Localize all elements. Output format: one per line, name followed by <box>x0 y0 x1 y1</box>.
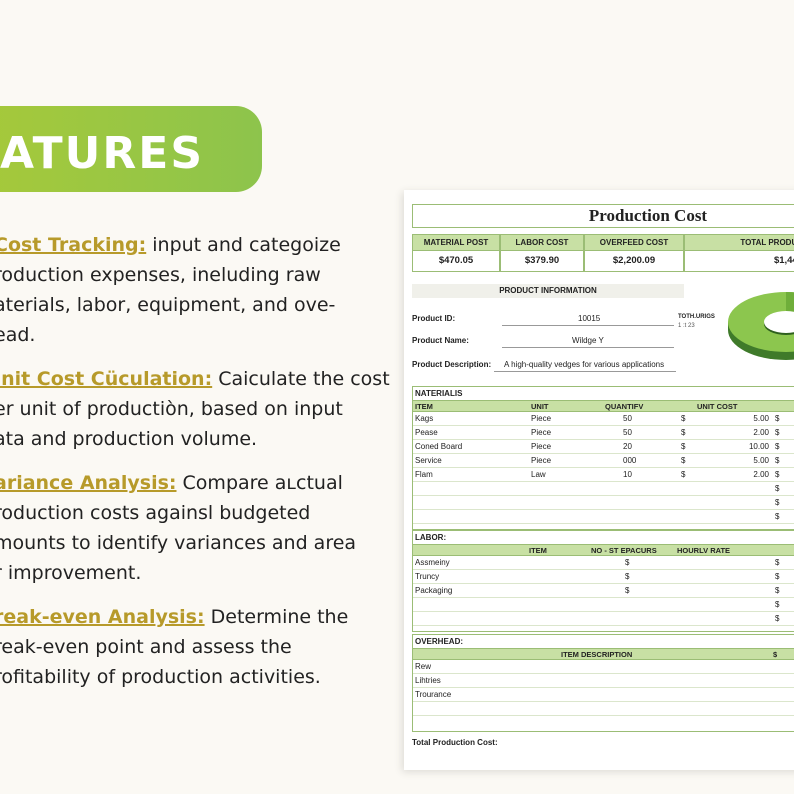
material-row[interactable]: Service Piece 000 $5.00 $ <box>413 454 794 468</box>
material-cur2: $ <box>775 414 780 423</box>
product-info-title: PRODUCT INFORMATION <box>412 284 684 298</box>
overhead-item: Rew <box>415 662 432 671</box>
material-item: Kags <box>415 414 434 423</box>
overhead-header: ITEM DESCRIPTION $ <box>413 648 794 660</box>
material-unit: Piece <box>531 414 552 423</box>
material-cost: 10.00 <box>748 442 769 451</box>
material-unit: Law <box>531 470 546 479</box>
material-cur: $ <box>681 414 686 423</box>
material-qty: 10 <box>623 470 632 479</box>
labor-section: LABOR: ITEM NO - ST EPACURS HOURLV RATE … <box>412 530 794 632</box>
material-qty: 50 <box>623 414 632 423</box>
labor-row[interactable]: Assmeiny $ $ <box>413 556 794 570</box>
material-unit: Piece <box>531 456 552 465</box>
labor-item: Truncy <box>415 572 440 581</box>
material-item: Flam <box>415 470 433 479</box>
material-row[interactable]: Flam Law 10 $2.00 $ <box>413 468 794 482</box>
overhead-row[interactable]: Lihtries <box>413 674 794 688</box>
overhead-row[interactable]: Trourance <box>413 688 794 702</box>
overhead-empty-row <box>413 702 794 716</box>
labor-row[interactable]: Packaging $ $ <box>413 584 794 598</box>
product-desc-field[interactable]: A high-quality vedges for various applic… <box>504 360 665 369</box>
material-empty-row: $ <box>413 482 794 496</box>
feature-break-even: reak-even Analysis: Determine the reak-e… <box>0 606 349 688</box>
feature-variance-analysis: ariance Analysis: Compare aʟctual roduct… <box>0 472 357 584</box>
summary-overhead: OVERFEED COST $2,200.09 <box>584 234 684 272</box>
material-empty-row: $ <box>413 510 794 524</box>
material-cur: $ <box>681 470 686 479</box>
features-banner <box>0 106 262 192</box>
material-cur2: $ <box>775 442 780 451</box>
materials-header: ITEM UNIT QUANTIFV UNIT COST <box>413 400 794 412</box>
overhead-item: Trourance <box>415 690 452 699</box>
material-qty: 20 <box>623 442 632 451</box>
material-cost: 2.00 <box>753 428 769 437</box>
total-production-cost-label: Total Production Cost: <box>412 738 498 747</box>
material-row[interactable]: Kags Piece 50 $5.00 $ <box>413 412 794 426</box>
summary-material: MATERIAL POST $470.05 <box>412 234 500 272</box>
summary-labor: LABOR COST $379.90 <box>500 234 584 272</box>
labor-cur2: $ <box>775 572 780 581</box>
cost-donut-chart <box>728 292 794 360</box>
material-empty-cur: $ <box>775 498 780 507</box>
labor-cur2: $ <box>775 586 780 595</box>
labor-cur2: $ <box>775 558 780 567</box>
chart-label: TOTH.URIGS <box>678 314 715 320</box>
material-row[interactable]: Coned Board Piece 20 $10.00 $ <box>413 440 794 454</box>
material-item: Coned Board <box>415 442 463 451</box>
labor-empty-cur: $ <box>775 600 780 609</box>
product-id-field[interactable]: 10015 <box>578 314 601 323</box>
materials-section: NATERIALIS ITEM UNIT QUANTIFV UNIT COST … <box>412 386 794 530</box>
features-list: Cost Tracking: input and categoize roduc… <box>0 230 390 706</box>
overhead-section: OVERHEAD: ITEM DESCRIPTION $ Rew Lihtries… <box>412 634 794 732</box>
material-cur2: $ <box>775 456 780 465</box>
material-unit: Piece <box>531 442 552 451</box>
product-name-field[interactable]: Wildge Y <box>572 336 604 345</box>
production-cost-sheet: Production Cost MATERIAL POST $470.05 LAB… <box>404 190 794 770</box>
material-item: Service <box>415 456 442 465</box>
material-unit: Piece <box>531 428 552 437</box>
material-cost: 5.00 <box>753 456 769 465</box>
labor-item: Packaging <box>415 586 453 595</box>
labor-empty-cur: $ <box>775 614 780 623</box>
overhead-row[interactable]: Rew <box>413 660 794 674</box>
material-empty-cur: $ <box>775 484 780 493</box>
summary-total: TOTAL PRODUC$1,445 <box>684 234 794 272</box>
material-empty-cur: $ <box>775 512 780 521</box>
material-cur: $ <box>681 442 686 451</box>
feature-cost-tracking: Cost Tracking: input and categoize roduc… <box>0 234 341 346</box>
labor-cur: $ <box>625 572 630 581</box>
labor-cur: $ <box>625 558 630 567</box>
sheet-title: Production Cost <box>412 204 794 228</box>
material-cur2: $ <box>775 470 780 479</box>
labor-header: ITEM NO - ST EPACURS HOURLV RATE <box>413 544 794 556</box>
material-qty: 000 <box>623 456 637 465</box>
material-cost: 5.00 <box>753 414 769 423</box>
material-cur: $ <box>681 456 686 465</box>
material-empty-row: $ <box>413 496 794 510</box>
feature-unit-cost: Init Cost Cüculation: Caiculate the cost… <box>0 368 390 450</box>
material-row[interactable]: Pease Piece 50 $2.00 $ <box>413 426 794 440</box>
labor-empty-row: $ <box>413 598 794 612</box>
labor-cur: $ <box>625 586 630 595</box>
labor-empty-row: $ <box>413 612 794 626</box>
labor-row[interactable]: Truncy $ $ <box>413 570 794 584</box>
labor-item: Assmeiny <box>415 558 450 567</box>
banner-title: ATURES <box>0 128 205 179</box>
material-cost: 2.00 <box>753 470 769 479</box>
material-item: Pease <box>415 428 438 437</box>
material-qty: 50 <box>623 428 632 437</box>
overhead-item: Lihtries <box>415 676 441 685</box>
material-cur: $ <box>681 428 686 437</box>
material-cur2: $ <box>775 428 780 437</box>
chart-sub-label: 1 :t 23 <box>678 323 695 329</box>
